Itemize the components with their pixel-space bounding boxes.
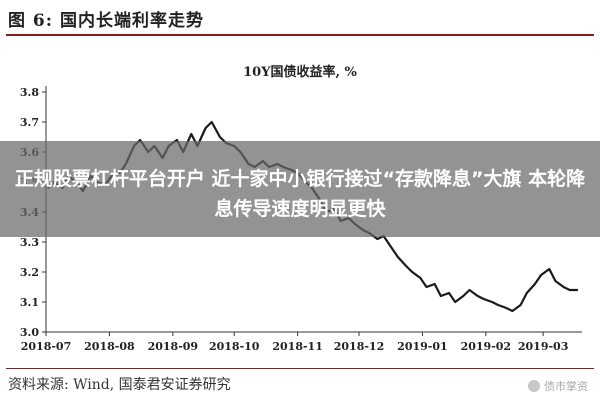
source-rule: [6, 368, 594, 369]
x-tick-label: 2018-07: [21, 340, 72, 353]
y-tick-label: 3.8: [20, 86, 39, 99]
figure-title: 图 6: 国内长端利率走势: [8, 11, 204, 31]
headline-overlay[interactable]: 正规股票杠杆平台开户 近十家中小银行接过“存款降息”大旗 本轮降息传导速度明显更…: [0, 141, 600, 237]
x-tick-label: 2018-11: [272, 340, 323, 353]
x-tick-label: 2019-01: [397, 340, 448, 353]
title-rule: [6, 34, 594, 36]
x-tick-label: 2018-09: [148, 340, 199, 353]
source-note: 资料来源: Wind, 国泰君安证券研究: [8, 377, 231, 393]
y-tick-label: 3.7: [20, 116, 39, 129]
y-tick-label: 3.2: [20, 266, 39, 279]
chart-title: 10Y国债收益率, %: [243, 64, 357, 80]
axes: 3.03.13.23.33.43.53.63.73.82018-072018-0…: [20, 86, 582, 353]
x-tick-label: 2018-12: [334, 340, 385, 353]
x-tick-label: 2018-10: [209, 340, 260, 353]
watermark: 债市掌资: [528, 378, 588, 394]
x-tick-label: 2019-02: [461, 340, 512, 353]
headline-text[interactable]: 正规股票杠杆平台开户 近十家中小银行接过“存款降息”大旗 本轮降息传导速度明显更…: [14, 168, 586, 220]
y-tick-label: 3.0: [20, 326, 39, 339]
watermark-icon: [528, 380, 540, 392]
watermark-text: 债市掌资: [544, 380, 588, 393]
x-tick-label: 2019-03: [518, 340, 569, 353]
y-tick-label: 3.3: [20, 236, 39, 249]
x-tick-label: 2018-08: [84, 340, 135, 353]
y-tick-label: 3.1: [20, 296, 39, 309]
